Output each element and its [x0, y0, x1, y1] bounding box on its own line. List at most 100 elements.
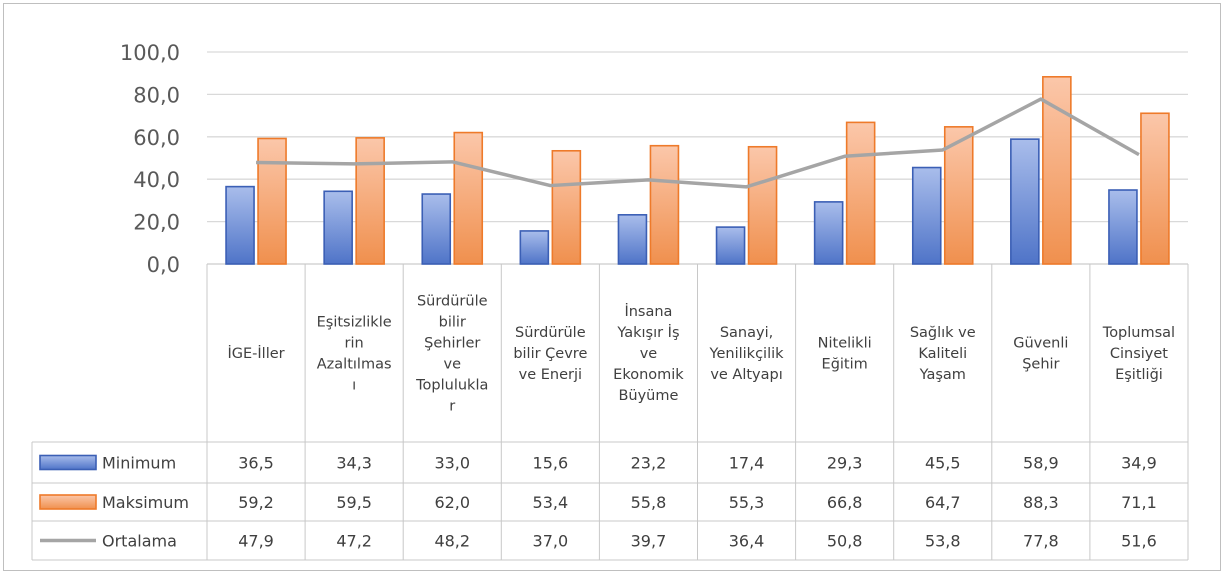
category-label: Sürdürüle bilir Şehirler ve Toplulukla r [415, 294, 488, 415]
data-label: 50,8 [827, 532, 863, 551]
category-label: İGE-İller [227, 344, 284, 362]
category-label-line: rin [345, 336, 364, 352]
category-label: İnsana Yakışır İş ve Ekonomik Büyüme [613, 302, 684, 404]
category-label-line: Yakışır İş [616, 323, 679, 341]
bar-maksimum [649, 144, 680, 265]
bar-minimum [1108, 189, 1138, 265]
data-label: 71,1 [1121, 493, 1157, 512]
category-label-line: ve [640, 346, 658, 362]
chart-frame [3, 3, 1221, 571]
category-label-line: Sağlık ve [910, 325, 976, 341]
data-label: 77,8 [1023, 532, 1059, 551]
category-label-line: r [449, 399, 455, 415]
category-label-line: Toplumsal [1102, 325, 1175, 341]
bar-minimum [1010, 138, 1040, 265]
y-tick-label: 60,0 [133, 126, 180, 150]
data-label: 66,8 [827, 493, 863, 512]
bar-maksimum [1140, 112, 1170, 265]
category-label-line: Sürdürüle [515, 325, 586, 341]
data-label: 15,6 [533, 454, 569, 473]
category-label-line: Büyüme [618, 388, 678, 404]
data-label: 59,2 [238, 493, 274, 512]
bar-minimum [225, 185, 255, 265]
y-tick-label: 0,0 [147, 253, 180, 277]
category-label-line: ı [352, 378, 356, 394]
category-label-line: Şehir [1022, 357, 1059, 373]
category-label-line: ve [443, 357, 461, 373]
data-label: 45,5 [925, 454, 961, 473]
category-label-line: Toplulukla [415, 378, 488, 394]
data-label: 62,0 [434, 493, 470, 512]
data-label: 39,7 [631, 532, 667, 551]
category-label-line: Sürdürüle [417, 294, 488, 310]
category-label-line: Güvenli [1013, 336, 1068, 352]
legend-label: Maksimum [102, 493, 189, 512]
bar-maksimum [845, 121, 876, 265]
data-label: 51,6 [1121, 532, 1157, 551]
bar-minimum [617, 214, 648, 265]
bar-maksimum [747, 145, 778, 265]
data-label: 36,5 [238, 454, 274, 473]
bar-maksimum [1042, 76, 1072, 265]
category-label-line: ve Altyapı [710, 367, 782, 383]
data-label: 53,8 [925, 532, 961, 551]
category-label-line: Yaşam [919, 367, 966, 383]
y-tick-label: 100,0 [120, 41, 180, 65]
category-label: Toplumsal Cinsiyet Eşitliği [1102, 325, 1175, 383]
bar-maksimum [355, 137, 385, 265]
data-label: 37,0 [533, 532, 569, 551]
data-label: 29,3 [827, 454, 863, 473]
legend-key-minimum [39, 454, 97, 471]
data-label: 48,2 [434, 532, 470, 551]
bar-maksimum [551, 149, 582, 265]
bar-minimum [323, 190, 353, 265]
category-label: Sanayi, Yenilikçilik ve Altyapı [709, 325, 785, 383]
category-label-line: İnsana [624, 302, 672, 320]
legend-label: Ortalama [102, 532, 177, 551]
bar-minimum [715, 226, 746, 265]
category-label-line: ve Enerji [519, 367, 582, 383]
category-label-line: Azaltılmas [317, 357, 392, 373]
data-label: 64,7 [925, 493, 961, 512]
category-label-line: Sanayi, [720, 325, 773, 341]
data-label: 58,9 [1023, 454, 1059, 473]
category-label-line: Eşitliği [1115, 367, 1163, 383]
data-label: 55,8 [631, 493, 667, 512]
category-label-line: bilir Çevre [513, 346, 587, 362]
data-label: 59,5 [336, 493, 372, 512]
legend-label: Minimum [102, 454, 176, 473]
line-ortalama [256, 97, 1140, 189]
category-label-line: Ekonomik [613, 367, 684, 383]
category-label-line: İGE-İller [227, 344, 284, 362]
data-label: 88,3 [1023, 493, 1059, 512]
bar-maksimum [257, 137, 287, 265]
bar-maksimum [943, 126, 974, 265]
y-tick-label: 20,0 [133, 211, 180, 235]
category-label-line: Yenilikçilik [709, 346, 785, 362]
data-label: 47,2 [336, 532, 372, 551]
category-label: Sağlık ve Kaliteli Yaşam [910, 325, 976, 383]
category-label-line: Şehirler [424, 336, 480, 352]
category-label-line: bilir [439, 315, 466, 331]
bar-minimum [421, 193, 452, 265]
category-label-line: Nitelikli [818, 336, 872, 352]
bar-maksimum [453, 131, 484, 265]
legend-key-maksimum [39, 494, 97, 510]
bar-minimum [911, 166, 942, 265]
y-tick-label: 80,0 [133, 83, 180, 107]
data-label: 34,9 [1121, 454, 1157, 473]
data-label: 36,4 [729, 532, 765, 551]
data-label: 47,9 [238, 532, 274, 551]
category-label: Güvenli Şehir [1013, 336, 1068, 373]
category-label: Eşitsizlikle rin Azaltılmas ı [317, 315, 392, 394]
category-label-line: Kaliteli [918, 346, 967, 362]
category-label-line: Cinsiyet [1110, 346, 1168, 362]
bar-minimum [813, 201, 844, 265]
bar-minimum [519, 230, 550, 265]
category-label-line: Eşitsizlikle [317, 315, 392, 331]
data-label: 33,0 [434, 454, 470, 473]
data-label: 53,4 [533, 493, 569, 512]
data-label: 55,3 [729, 493, 765, 512]
category-label-line: Eğitim [822, 357, 868, 373]
